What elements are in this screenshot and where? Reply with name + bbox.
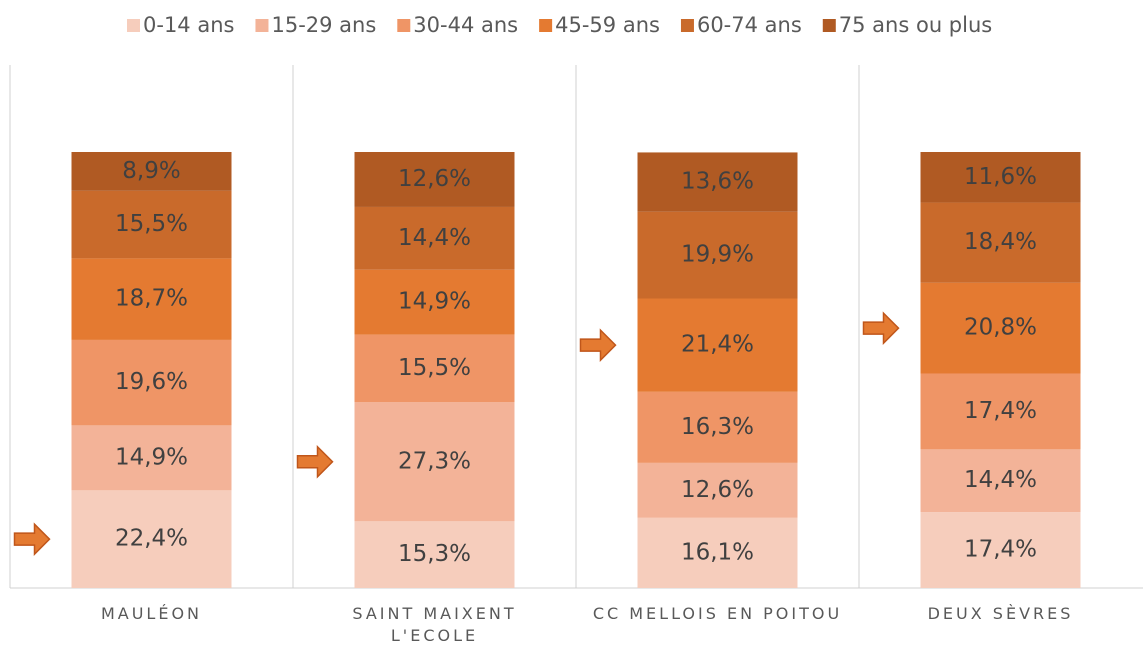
data-label: 14,9% — [398, 289, 471, 315]
bar-segment — [354, 206, 515, 270]
data-label: 22,4% — [115, 526, 188, 552]
bar-segment — [71, 258, 232, 340]
bar-segment — [637, 211, 798, 299]
data-label: 11,6% — [964, 164, 1037, 190]
data-label: 15,3% — [398, 541, 471, 567]
highlight-arrow — [296, 444, 334, 479]
data-label: 18,4% — [964, 229, 1037, 255]
legend-label: 60-74 ans — [697, 13, 802, 37]
data-label: 12,6% — [398, 166, 471, 192]
legend-swatch — [822, 19, 836, 32]
data-label: 27,3% — [398, 448, 471, 474]
data-label: 19,9% — [681, 242, 754, 268]
legend-label: 45-59 ans — [555, 13, 660, 37]
bar-segment — [354, 402, 515, 522]
data-label: 17,4% — [964, 537, 1037, 563]
legend-label: 75 ans ou plus — [839, 13, 992, 37]
data-label: 18,7% — [115, 286, 188, 312]
legend-swatch — [539, 19, 553, 32]
data-label: 16,3% — [681, 414, 754, 440]
bar-segment — [71, 490, 232, 588]
bar-segment — [637, 298, 798, 392]
bar-segment — [71, 152, 232, 191]
bar-segment — [920, 152, 1081, 203]
bar-segment — [920, 282, 1081, 374]
bar-segment — [637, 517, 798, 588]
bar-segment — [71, 339, 232, 426]
bar-segment — [354, 334, 515, 403]
highlight-arrow — [579, 328, 617, 362]
highlight-arrow — [862, 311, 900, 345]
category-label: DEUX SÈVRES — [927, 604, 1074, 623]
bar-segment — [637, 152, 798, 212]
bar-segment — [354, 269, 515, 335]
bar-segment — [71, 425, 232, 491]
legend-swatch — [255, 19, 269, 32]
bar-segment — [637, 462, 798, 518]
legend-swatch — [127, 19, 140, 32]
data-label: 12,6% — [681, 477, 754, 503]
legend-swatch — [397, 19, 411, 32]
data-label: 14,4% — [398, 225, 471, 251]
data-label: 15,5% — [115, 211, 188, 237]
bar-segment — [920, 373, 1081, 450]
data-label: 17,4% — [964, 398, 1037, 424]
data-label: 20,8% — [964, 315, 1037, 341]
legend-label: 30-44 ans — [413, 13, 518, 37]
data-label: 21,4% — [681, 332, 754, 358]
data-label: 15,5% — [398, 355, 471, 381]
data-label: 16,1% — [681, 539, 754, 565]
bar-segment — [71, 190, 232, 259]
data-label: 14,4% — [964, 467, 1037, 493]
data-label: 19,6% — [115, 369, 188, 395]
category-label: SAINT MAIXENT L'ECOLE — [352, 604, 517, 645]
bar-segment — [920, 512, 1081, 588]
bar-segment — [354, 152, 515, 207]
data-label: 8,9% — [122, 158, 180, 184]
category-label: CC MELLOIS EN POITOU — [592, 604, 843, 623]
data-label: 14,9% — [115, 444, 188, 470]
bar-segment — [920, 202, 1081, 283]
bar-segment — [637, 391, 798, 463]
bar-segment — [354, 521, 515, 588]
category-label: MAULÉON — [100, 604, 203, 623]
highlight-arrow — [13, 522, 51, 556]
legend-label: 0-14 ans — [143, 13, 234, 37]
legend-label: 15-29 ans — [271, 13, 376, 37]
data-label: 13,6% — [681, 169, 754, 195]
legend-swatch — [680, 19, 694, 32]
bar-segment — [920, 449, 1081, 513]
